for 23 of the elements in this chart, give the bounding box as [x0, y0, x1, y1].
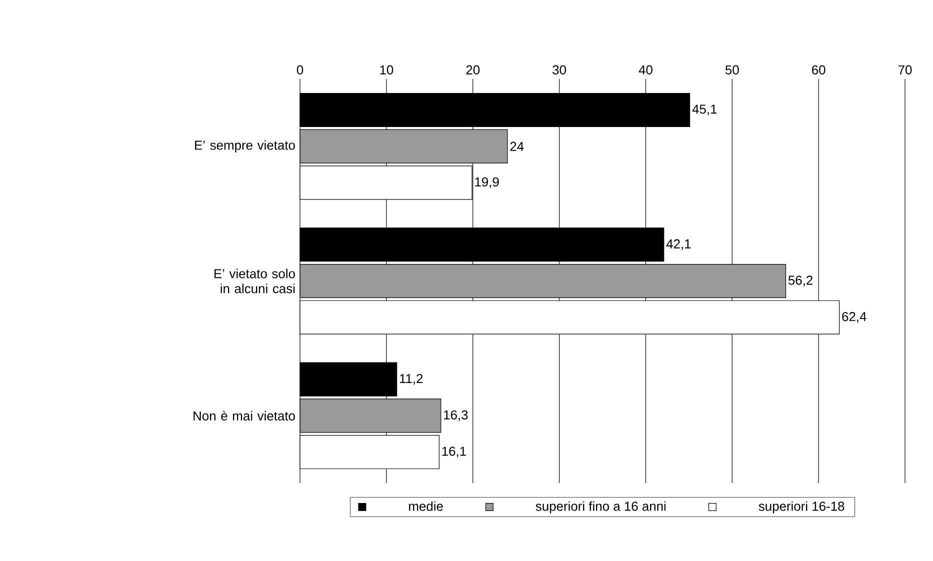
data-label: 56,2 — [788, 276, 812, 286]
y-tick-label: E’ sempre vietato — [195, 140, 295, 152]
x-tick-label: 40 — [638, 65, 652, 74]
text: medie — [409, 501, 443, 511]
x-tick-label: 30 — [552, 65, 566, 74]
x-tick-label: 0 — [296, 65, 304, 74]
text: superiori 16-18 — [758, 501, 844, 514]
x-tick-label: 50 — [725, 65, 739, 74]
x-tick-label: 60 — [812, 65, 826, 74]
y-tick-label: Non è mai vietato — [194, 410, 295, 420]
data-label: 24 — [510, 142, 524, 151]
data-label: 16,3 — [444, 410, 468, 422]
data-label: 16,1 — [442, 446, 466, 458]
x-tick-label: 70 — [898, 65, 912, 74]
data-label: 42,1 — [666, 239, 691, 250]
data-label: 19,9 — [475, 177, 499, 188]
x-tick-label: 20 — [466, 65, 480, 74]
x-tick-label: 10 — [380, 65, 394, 74]
y-tick-label: E’ vietato solo in alcuni casi — [214, 268, 295, 294]
data-label: 62,4 — [842, 312, 866, 323]
data-label: 11,2 — [400, 374, 423, 385]
data-label: 45,1 — [692, 104, 717, 116]
text: superiori fino a 16 anni — [536, 501, 666, 514]
